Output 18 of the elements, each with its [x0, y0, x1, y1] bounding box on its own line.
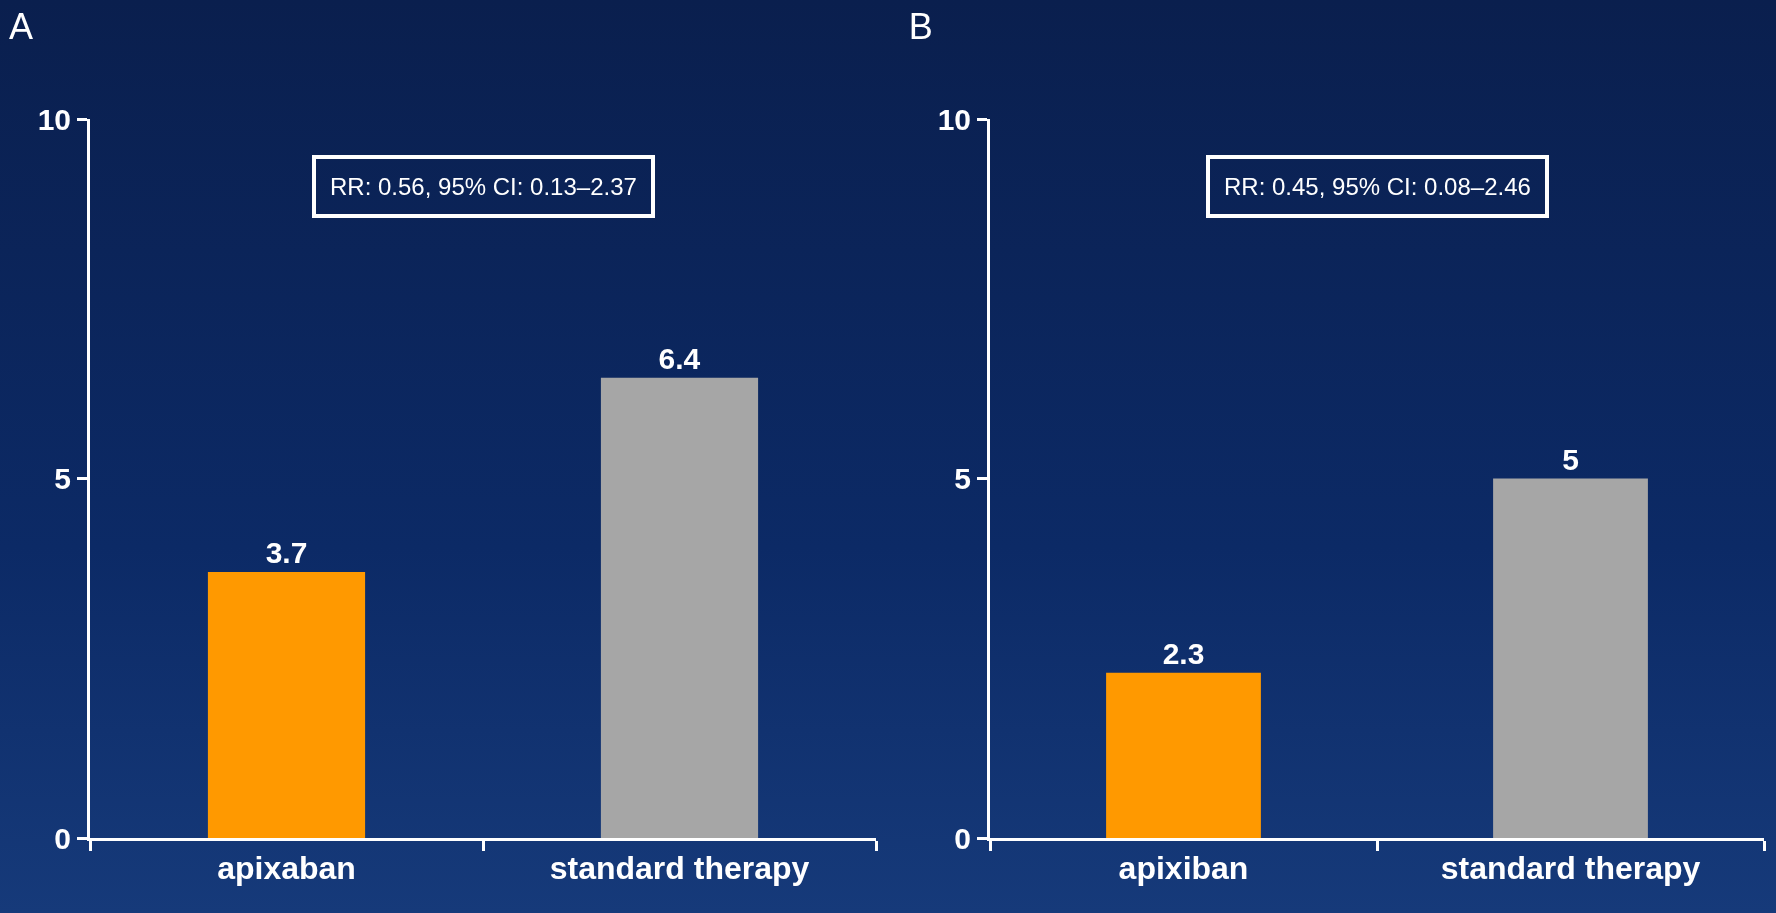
annotation: RR: 0.45, 95% CI: 0.08–2.46 — [1224, 173, 1531, 200]
x-tick-label: standard therapy — [1440, 850, 1701, 887]
data-label: 3.7 — [265, 535, 308, 569]
x-tick-label: apixaban — [217, 850, 356, 887]
y-tick-label: 10 — [937, 102, 971, 136]
x-tick-label: apixiban — [1118, 850, 1249, 887]
data-label: 2.3 — [1162, 636, 1205, 670]
x-tick-label: standard therapy — [549, 850, 810, 887]
data-label: 6.4 — [658, 341, 701, 375]
chart-title: A — [8, 5, 33, 47]
chart-title: B — [908, 5, 933, 47]
y-tick-label: 10 — [37, 102, 71, 136]
data-label: 5 — [1562, 442, 1579, 476]
annotation: RR: 0.56, 95% CI: 0.13–2.37 — [330, 173, 637, 200]
y-tick-label: 0 — [54, 821, 71, 855]
y-tick-label: 5 — [954, 462, 971, 495]
y-tick-label: 5 — [54, 462, 71, 495]
y-tick-label: 0 — [954, 821, 971, 855]
